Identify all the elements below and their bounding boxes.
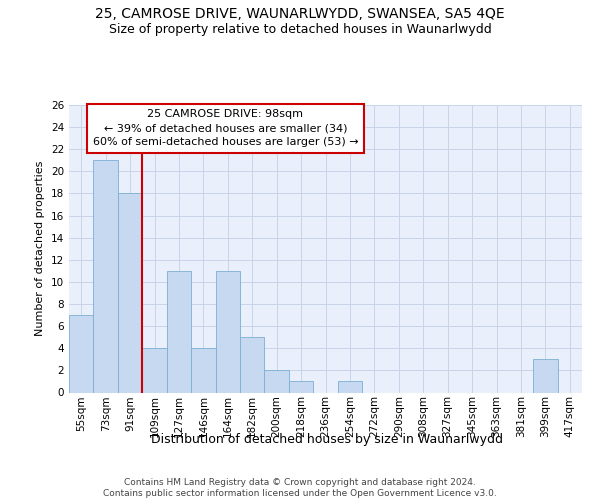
Text: 25, CAMROSE DRIVE, WAUNARLWYDD, SWANSEA, SA5 4QE: 25, CAMROSE DRIVE, WAUNARLWYDD, SWANSEA,… — [95, 8, 505, 22]
Text: Distribution of detached houses by size in Waunarlwydd: Distribution of detached houses by size … — [151, 432, 503, 446]
Bar — [118, 194, 142, 392]
Bar — [338, 382, 362, 392]
Bar — [240, 337, 265, 392]
Bar — [167, 271, 191, 392]
Bar — [191, 348, 215, 393]
Text: 25 CAMROSE DRIVE: 98sqm
← 39% of detached houses are smaller (34)
60% of semi-de: 25 CAMROSE DRIVE: 98sqm ← 39% of detache… — [92, 110, 358, 148]
Y-axis label: Number of detached properties: Number of detached properties — [35, 161, 46, 336]
Bar — [289, 382, 313, 392]
Bar — [69, 315, 94, 392]
Bar — [94, 160, 118, 392]
Bar — [533, 360, 557, 392]
Bar — [142, 348, 167, 393]
Bar — [265, 370, 289, 392]
Text: Size of property relative to detached houses in Waunarlwydd: Size of property relative to detached ho… — [109, 22, 491, 36]
Bar — [215, 271, 240, 392]
Text: Contains HM Land Registry data © Crown copyright and database right 2024.
Contai: Contains HM Land Registry data © Crown c… — [103, 478, 497, 498]
